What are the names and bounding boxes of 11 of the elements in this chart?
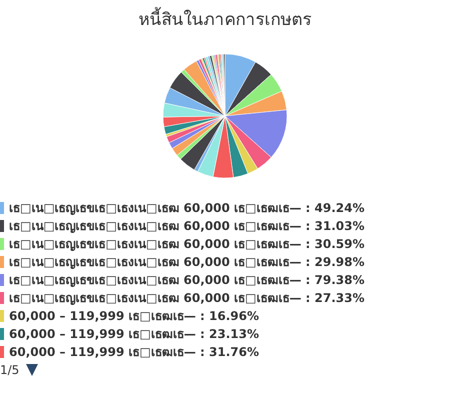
text: 1/5 (0, 363, 20, 378)
legend-label: เธ□เน□เธญเธขเธ□เธงเน□เธฒ 60,000 เธ□เธฒเธ— : 79.38% (9, 273, 364, 288)
legend-label: เธ□เน□เธญเธขเธ□เธงเน□เธฒ 60,000 เธ□เธฒเธ— : 30.59% (9, 237, 364, 252)
chart-title: หนี้สินในภาคการเกษตร (138, 6, 312, 30)
legend-label: 60,000 – 119,999 เธ□เธฒเธ— : 23.13% (9, 327, 259, 342)
legend-label: เธ□เน□เธญเธขเธ□เธงเน□เธฒ 60,000 เธ□เธฒเธ— : 31.03% (9, 219, 364, 234)
legend-label: 60,000 – 119,999 เธ□เธฒเธ— : 31.76% (9, 345, 259, 360)
legend-label: เธ□เน□เธญเธขเธ□เธงเน□เธฒ 60,000 เธ□เธฒเธ— : 27.33% (9, 291, 364, 306)
legend-label: 60,000 – 119,999 เธ□เธฒเธ— : 16.96% (9, 309, 259, 324)
legend-label: เธ□เน□เธญเธขเธ□เธงเน□เธฒ 60,000 เธ□เธฒเธ— : 49.24% (9, 201, 364, 216)
legend-label: เธ□เน□เธญเธขเธ□เธงเน□เธฒ 60,000 เธ□เธฒเธ— : 29.98% (9, 255, 364, 270)
